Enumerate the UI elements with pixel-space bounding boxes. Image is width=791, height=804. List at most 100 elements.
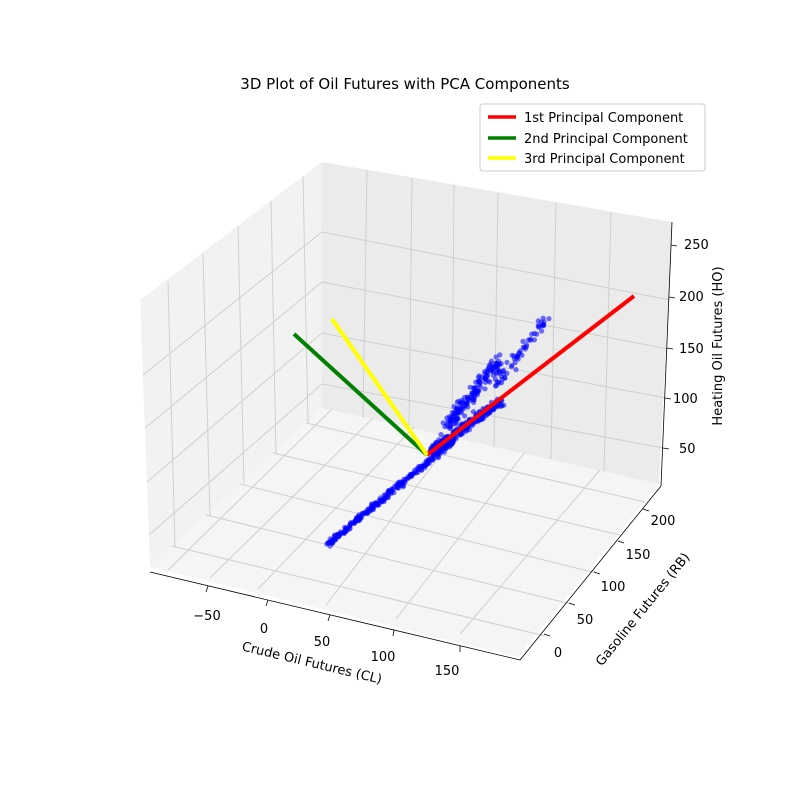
scatter-point — [539, 328, 545, 334]
scatter-point — [492, 376, 498, 382]
scatter-point — [435, 455, 441, 461]
scatter-point — [444, 415, 450, 421]
scatter-point — [535, 324, 542, 330]
x-tick-label: 100 — [371, 650, 396, 665]
scatter-point — [419, 463, 425, 469]
grid-line — [148, 383, 323, 536]
scatter-point — [368, 506, 374, 512]
scatter-points — [324, 315, 552, 549]
grid-line — [272, 452, 621, 536]
grid-line — [239, 483, 597, 574]
z-tick-label: 200 — [679, 290, 704, 305]
scatter-point — [482, 386, 488, 392]
y-tick — [617, 540, 625, 544]
z-tick — [662, 447, 670, 450]
scatter-point — [499, 380, 505, 386]
z-tick — [666, 347, 674, 350]
scatter-point — [492, 383, 499, 389]
principal-components — [292, 294, 636, 457]
z-tick-label: 250 — [684, 238, 709, 253]
scatter-point — [394, 484, 400, 490]
scatter-point — [373, 500, 379, 506]
scatter-point — [463, 428, 469, 434]
scatter-point — [400, 484, 406, 490]
chart-title: 3D Plot of Oil Futures with PCA Componen… — [240, 75, 570, 93]
scatter-point — [440, 420, 446, 426]
x-tick — [392, 629, 395, 637]
scatter-point — [402, 477, 408, 484]
y-tick-label: 0 — [554, 646, 562, 661]
grid-line — [305, 422, 646, 503]
pc1-line — [425, 294, 636, 457]
scatter-point — [453, 436, 459, 442]
z-tick-label: 100 — [673, 392, 698, 407]
scatter-point — [496, 368, 502, 374]
scatter-point — [509, 362, 515, 368]
x-tick-label: −50 — [193, 609, 220, 624]
grid-line — [451, 184, 455, 438]
scatter-point — [520, 338, 526, 344]
x-tick-label: 50 — [314, 635, 331, 650]
y-tick-label: 200 — [651, 514, 676, 529]
y-tick-label: 100 — [601, 580, 626, 595]
legend-label-pc2: 2nd Principal Component — [524, 132, 688, 147]
scatter-point — [498, 374, 505, 380]
grid-line — [321, 383, 664, 449]
grid-line — [362, 169, 368, 419]
scatter-point — [350, 519, 356, 525]
grid-line — [146, 332, 323, 483]
scatter-point — [423, 458, 429, 464]
grid-line — [270, 200, 277, 454]
grid-line — [167, 281, 176, 549]
grid-line — [321, 281, 669, 350]
z-tick — [668, 296, 676, 299]
scatter-point — [325, 540, 331, 546]
x-tick — [327, 614, 331, 622]
scatter-point — [472, 394, 478, 400]
scatter-point — [546, 316, 552, 322]
z-axis-label: Heating Oil Futures (HO) — [711, 266, 726, 425]
grid-lines — [142, 169, 671, 637]
x-tick-label: 0 — [260, 622, 268, 637]
scatter-point — [488, 361, 494, 367]
scatter-point — [476, 373, 482, 379]
grid-line — [550, 202, 557, 460]
y-tick-label: 150 — [626, 548, 651, 563]
scatter-point — [535, 318, 541, 324]
scatter-point — [483, 412, 489, 418]
z-axis-line — [660, 221, 673, 487]
scatter-point — [461, 403, 467, 409]
scatter-point — [476, 388, 482, 394]
axes-panes — [140, 162, 672, 657]
x-axis-label: Crude Oil Futures (CL) — [240, 640, 383, 688]
scatter-point — [540, 323, 546, 329]
grid-line — [171, 545, 546, 637]
grid-line — [144, 281, 323, 429]
scatter-point — [412, 467, 418, 473]
y-tick — [642, 508, 650, 512]
scatter-point — [517, 348, 523, 354]
grid-line — [202, 253, 211, 517]
scatter-point — [493, 354, 499, 360]
scatter-point — [448, 415, 454, 421]
y-axis-label: Gasoline Futures (RB) — [593, 550, 693, 669]
left-pane — [140, 162, 322, 567]
y-tick — [568, 602, 576, 606]
legend-label-pc1: 1st Principal Component — [524, 111, 683, 126]
pc2-line — [292, 332, 429, 457]
scatter-point — [481, 375, 487, 381]
axis-lines — [149, 221, 673, 661]
grid-line — [603, 211, 612, 472]
legend: 1st Principal Component 2nd Principal Co… — [479, 103, 706, 172]
scatter-point — [429, 457, 435, 463]
scatter-point — [357, 513, 363, 519]
tick-labels: −50 0 50 100 150 0 50 100 150 200 50 100… — [193, 238, 709, 679]
z-tick — [670, 244, 678, 247]
legend-label-pc3: 3rd Principal Component — [524, 152, 685, 167]
scatter-point — [531, 337, 538, 343]
scatter-point — [365, 510, 371, 516]
scatter-point — [453, 419, 459, 425]
scatter-point — [332, 537, 338, 543]
